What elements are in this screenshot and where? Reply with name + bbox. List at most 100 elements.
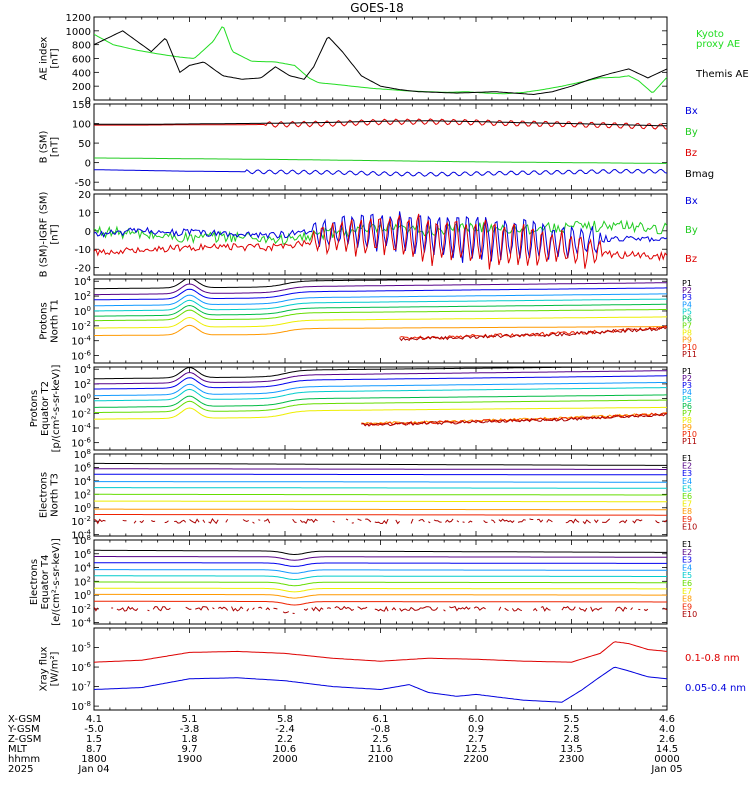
legend-pt1: P5 (682, 307, 692, 316)
footer-value: 6.0 (468, 714, 484, 725)
legend-bsm: Bx (685, 106, 698, 117)
legend-et3: E6 (682, 492, 692, 501)
legend-pt2: P10 (682, 430, 697, 439)
legend-et3: E3 (682, 469, 692, 478)
y-tick-label: 102 (74, 290, 91, 303)
series-line-et3-E8 (94, 508, 667, 511)
series-line-pt1-P1 (94, 279, 562, 290)
y-axis-label: [e/(cm²-s-sr-keV)] (51, 538, 62, 626)
series-line-pt2-P3 (94, 375, 667, 390)
footer-label: Y-GSM (7, 724, 40, 735)
series-line-et3-E3 (94, 473, 667, 476)
y-axis-label: Electrons (29, 559, 40, 605)
legend-pt1: P6 (682, 314, 692, 323)
y-tick-label: 400 (72, 68, 91, 79)
panel-frame (93, 627, 668, 711)
y-axis-label: AE index (39, 37, 50, 81)
series-line-et3-E9 (94, 514, 667, 516)
footer-value: 13.5 (560, 744, 582, 755)
y-tick-label: 10-8 (71, 700, 91, 713)
y-tick-label: 1000 (66, 27, 91, 38)
y-axis-label: [p/(cm²-s-sr-keV)] (51, 365, 62, 453)
y-tick-label: -10 (75, 245, 91, 256)
series-group (94, 549, 667, 614)
footer-value: -3.8 (180, 724, 200, 735)
legend-et4: E1 (682, 540, 692, 549)
series-group (94, 367, 667, 427)
legend-pt1: P4 (682, 300, 692, 309)
series-line-pt1-P5 (94, 298, 667, 312)
panel-frame (93, 278, 668, 364)
y-tick-label: 10-2 (71, 407, 91, 420)
series-line-pt2-P5 (94, 387, 667, 402)
y-axis-label: North T1 (50, 299, 61, 343)
footer-label: hhmm (8, 754, 40, 765)
footer-value: 4.6 (659, 714, 675, 725)
y-tick-label: 0 (85, 159, 91, 170)
legend-pt1: P3 (682, 293, 692, 302)
legend-xray: 0.05-0.4 nm (685, 683, 746, 694)
y-axis-label: B (SM)-IGRF (SM) (39, 192, 50, 278)
series-line-pt2-P2 (94, 370, 667, 385)
footer-value: 2.5 (564, 724, 580, 735)
y-tick-label: 50 (78, 139, 91, 150)
legend-et3: E7 (682, 500, 692, 509)
legend-et4: E2 (682, 548, 692, 557)
footer-value: 6.1 (373, 714, 389, 725)
footer-value: 14.5 (656, 744, 678, 755)
series-line-et4-E5 (94, 575, 667, 581)
legend-pt2: P4 (682, 388, 692, 397)
y-axis-label: Protons (29, 390, 40, 427)
y-tick-label: 102 (74, 575, 91, 588)
series-line-xray-0-1-0-8-nm (94, 641, 667, 663)
y-tick-label: 10-6 (71, 661, 91, 674)
y-tick-label: 100 (74, 502, 91, 515)
y-axis-label: B (SM) (39, 130, 50, 163)
series-line-et4-E2 (94, 556, 667, 561)
footer-value: 1900 (177, 754, 202, 765)
series-line-xray-0-05-0-4-nm (94, 666, 667, 703)
legend-pt1: P9 (682, 336, 692, 345)
footer-value: 0.9 (468, 724, 484, 735)
y-tick-label: 104 (74, 475, 92, 488)
y-tick-label: 10-4 (71, 335, 91, 348)
legend-bsm: Bz (685, 148, 697, 159)
y-axis-label: Electrons (39, 472, 50, 518)
legend-et4: E9 (682, 602, 692, 611)
y-tick-label: 104 (74, 275, 92, 288)
series-group (94, 118, 667, 177)
legend-ae: Themis AE (695, 69, 749, 80)
y-tick-label: 20 (78, 190, 91, 201)
y-axis-label: Xray flux (39, 647, 50, 692)
legend-pt2: P3 (682, 381, 692, 390)
y-axis-label: [nT] (50, 48, 61, 68)
series-line-bsm-Bmag (94, 120, 667, 127)
series-line-bsm-By (94, 157, 667, 164)
y-tick-label: 106 (74, 548, 92, 561)
legend-dbsm: Bx (685, 196, 698, 207)
y-tick-label: 10-4 (71, 617, 91, 630)
legend-pt2: P5 (682, 395, 692, 404)
footer-value: 2300 (559, 754, 584, 765)
series-line-pt1-P2 (94, 282, 667, 296)
legend-et3: E2 (682, 462, 692, 471)
series-line-pt1-P6 (94, 303, 667, 317)
series-group (94, 279, 667, 342)
y-tick-label: 10 (78, 208, 91, 219)
legend-et3: E8 (682, 507, 692, 516)
legend-et3: E1 (682, 454, 692, 463)
legend-bsm: Bmag (685, 169, 714, 180)
y-tick-label: 1200 (66, 13, 91, 24)
y-tick-label: 0 (85, 96, 91, 107)
legend-et4: E10 (682, 610, 697, 619)
panel-pt1: 104 102 100 10-2 10-4 10-6 Protons North T1 P1P2… (39, 275, 697, 364)
legend-pt2: P2 (682, 374, 692, 383)
y-tick-label: 104 (74, 363, 92, 376)
y-tick-label: -20 (75, 264, 91, 275)
footer-year: 2025 (8, 764, 33, 775)
footer-value: 2.6 (659, 734, 675, 745)
series-group (94, 26, 667, 96)
panel-frame (93, 193, 668, 276)
series-line-et3-E5 (94, 487, 667, 489)
